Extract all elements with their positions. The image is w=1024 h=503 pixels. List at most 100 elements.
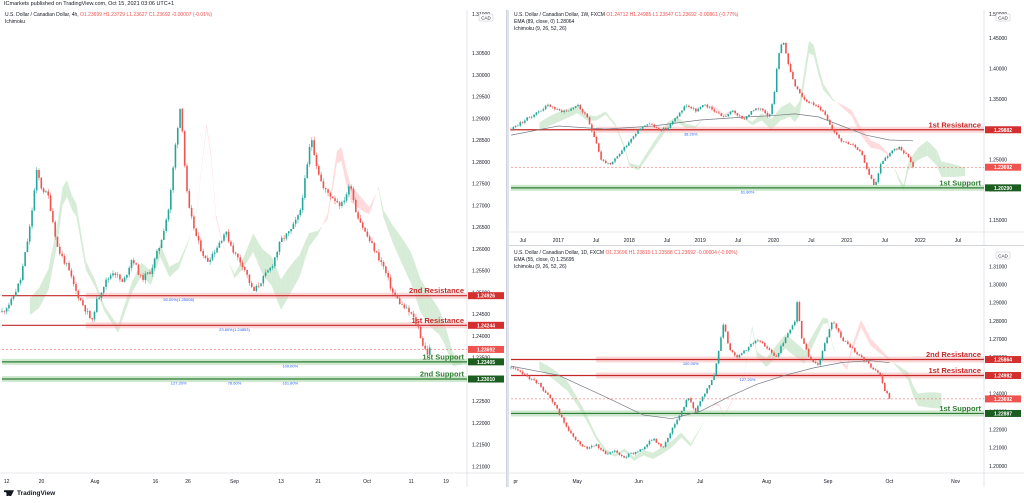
candle-body	[281, 237, 283, 242]
ichimoku-cloud-segment	[253, 233, 258, 264]
candle-body	[808, 101, 810, 103]
x-tick-label: Aug	[762, 479, 771, 485]
chart-pane-1d[interactable]: 1.310001.300001.290001.280001.270001.260…	[509, 248, 1024, 487]
chart-1w-svg[interactable]: 1.450001.400001.350001.300001.250001.200…	[509, 10, 1024, 246]
tradingview-footer[interactable]: TradingView	[4, 490, 55, 497]
ichimoku-cloud-segment	[804, 41, 809, 85]
candle-body	[334, 198, 336, 201]
ichimoku-cloud-segment	[851, 110, 857, 126]
candle-body	[549, 394, 552, 399]
candle-body	[618, 154, 621, 157]
publication-header: ICmarkets published on TradingView.com, …	[4, 1, 175, 7]
candle-body	[764, 110, 766, 114]
candle-body	[724, 324, 727, 332]
ichimoku-cloud-segment	[544, 363, 549, 377]
y-tick-label: 1.28000	[989, 319, 1007, 325]
candle-body	[886, 156, 889, 158]
candle-body	[710, 380, 713, 386]
candle-body	[833, 128, 836, 133]
candle-body	[646, 444, 648, 447]
candle-body	[392, 288, 394, 293]
candle-body	[170, 190, 172, 210]
candle-body	[817, 363, 819, 365]
y-tick-label: 1.27000	[472, 203, 490, 209]
candle-body	[791, 325, 794, 330]
candle-body	[517, 125, 519, 127]
candle-body	[292, 223, 295, 229]
candle-body	[713, 374, 715, 381]
candle-body	[375, 251, 378, 253]
candle-body	[327, 189, 329, 193]
candle-body	[142, 275, 144, 281]
candle-body	[271, 266, 274, 268]
candle-body	[584, 446, 586, 448]
candle-body	[611, 161, 614, 165]
level-price-tag	[985, 356, 1021, 364]
chart-pane-4h[interactable]: 1.30500 1.30000 1.29500 1.29000 1.28500 1.280…	[0, 10, 507, 487]
chart-1d-svg[interactable]: 1.310001.300001.290001.280001.270001.260…	[509, 248, 1024, 487]
candle-body	[648, 123, 651, 125]
candle-body	[322, 181, 325, 189]
candle-body	[176, 127, 179, 145]
candle-body	[889, 153, 891, 157]
x-tick-label: Jul	[881, 238, 887, 244]
candle-body	[577, 104, 579, 107]
level-price-tag	[468, 375, 504, 383]
candle-body	[623, 456, 625, 458]
chart-pane-1w[interactable]: 1.450001.400001.350001.300001.250001.200…	[509, 10, 1024, 246]
candle-body	[879, 164, 882, 174]
ichimoku-cloud-segment	[808, 41, 814, 56]
candle-body	[868, 168, 870, 175]
ichimoku-cloud-segment	[742, 117, 748, 122]
candle-body	[715, 363, 718, 375]
ichimoku-cloud-segment	[879, 348, 885, 357]
candle-body	[586, 446, 588, 449]
y-tick-label: 1.29000	[472, 116, 490, 122]
ichimoku-cloud-segment	[586, 414, 592, 431]
candle-body	[593, 445, 595, 447]
support-label: 1st Support	[422, 352, 464, 361]
current-price-tag	[468, 345, 504, 353]
candle-body	[183, 131, 186, 166]
candle-body	[607, 162, 609, 164]
candle-body	[815, 104, 817, 106]
ichimoku-cloud-segment	[785, 102, 791, 119]
candle-body	[766, 113, 769, 117]
candle-body	[650, 440, 653, 441]
candle-body	[54, 222, 56, 237]
candle-body	[706, 104, 709, 108]
candle-body	[542, 109, 545, 111]
candle-body	[519, 122, 522, 126]
level-price-tag-label: 1.23405	[477, 360, 495, 366]
x-tick-label: May	[572, 479, 582, 485]
currency-tag	[995, 251, 1011, 260]
candle-body	[336, 200, 339, 203]
ichimoku-cloud-segment	[643, 450, 649, 458]
ichimoku-cloud-segment	[605, 448, 611, 455]
candle-body	[598, 143, 600, 152]
candle-body	[683, 406, 685, 412]
x-tick-label: 20	[39, 479, 45, 485]
candle-body	[877, 173, 880, 183]
candle-body	[209, 259, 211, 262]
level-price-tag-label: 1.24982	[994, 374, 1012, 380]
candle-body	[662, 127, 665, 131]
ichimoku-cloud-segment	[197, 162, 202, 209]
pane-divider[interactable]	[507, 10, 509, 487]
level-price-tag-label: 1.29882	[994, 128, 1012, 134]
ichimoku-cloud-segment	[406, 245, 412, 284]
candle-body	[651, 123, 653, 125]
ichimoku-cloud-segment	[392, 225, 398, 253]
candle-body	[405, 307, 408, 309]
candle-body	[780, 346, 782, 354]
candle-body	[306, 164, 309, 179]
candle-body	[844, 341, 847, 342]
ichimoku-cloud-segment	[600, 442, 606, 452]
level-price-tag	[468, 358, 504, 366]
candle-body	[657, 442, 660, 444]
candle-body	[782, 343, 785, 347]
ichimoku-cloud-segment	[122, 295, 128, 318]
y-tick-label: 1.28500	[472, 138, 490, 144]
chart-4h-svg[interactable]: 1.30500 1.30000 1.29500 1.29000 1.28500 1.280…	[0, 10, 507, 487]
legend-ema: EMA (55, close, 0) 1.25695	[514, 257, 575, 263]
